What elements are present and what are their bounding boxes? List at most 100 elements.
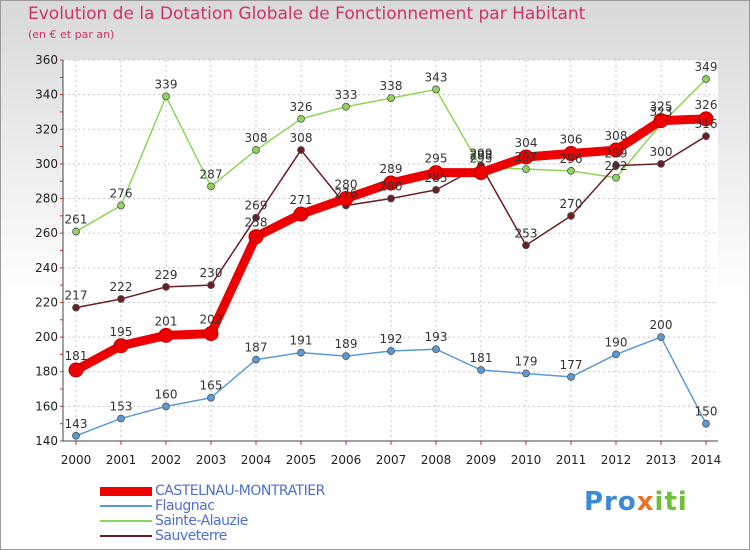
legend-label: Flaugnac <box>155 498 215 514</box>
axes: 140 160 180 200 220 240 260 280 300 320 340 360 2000… <box>35 53 721 467</box>
data-label: 297 <box>515 150 538 164</box>
data-label: 261 <box>65 212 88 226</box>
data-point <box>522 165 530 174</box>
data-label: 295 <box>425 152 448 166</box>
data-label: 165 <box>200 379 223 393</box>
data-point <box>567 211 575 220</box>
data-point <box>338 191 354 207</box>
data-label: 179 <box>515 354 538 368</box>
data-point <box>612 161 620 170</box>
x-tick-label: 2005 <box>286 453 317 467</box>
data-label: 323 <box>650 105 673 119</box>
data-label: 253 <box>515 226 538 240</box>
data-point <box>698 111 714 127</box>
data-point <box>702 419 710 428</box>
data-label: 153 <box>110 399 133 413</box>
data-point <box>387 347 395 355</box>
data-point <box>207 281 215 290</box>
data-point <box>612 173 620 182</box>
data-point <box>428 165 444 181</box>
legend-swatch <box>100 486 152 496</box>
data-label: 343 <box>425 70 448 84</box>
legend-swatch <box>100 505 152 507</box>
legend-swatch <box>100 520 152 522</box>
legend-label: CASTELNAU-MONTRATIER <box>155 483 325 499</box>
data-label: 187 <box>245 341 268 355</box>
y-tick-label: 340 <box>35 88 58 102</box>
data-label: 325 <box>650 100 673 114</box>
x-tick-label: 2001 <box>106 453 137 467</box>
y-tick-label: 280 <box>35 192 58 206</box>
data-point <box>522 241 530 250</box>
data-label: 270 <box>560 197 583 211</box>
data-point <box>657 333 665 341</box>
x-tick-label: 2012 <box>601 453 632 467</box>
data-label: 217 <box>65 289 88 303</box>
data-label: 230 <box>200 266 223 280</box>
data-label: 160 <box>155 387 178 401</box>
data-label: 202 <box>200 313 223 327</box>
series-lines <box>68 75 714 440</box>
data-point <box>653 113 669 129</box>
data-label: 271 <box>290 193 313 207</box>
data-point <box>563 146 579 162</box>
legend-label: Sainte-Alauzie <box>155 513 248 529</box>
data-label: 339 <box>155 77 178 91</box>
x-tick-label: 2006 <box>331 453 362 467</box>
x-tick-label: 2014 <box>691 453 722 467</box>
data-point <box>297 348 305 357</box>
data-label: 191 <box>290 334 313 348</box>
y-tick-label: 180 <box>35 365 58 379</box>
data-label: 276 <box>110 186 133 200</box>
data-label: 333 <box>335 88 358 102</box>
data-point <box>117 295 125 303</box>
y-tick-label: 300 <box>35 157 58 171</box>
data-label: 295 <box>470 152 493 166</box>
data-label: 222 <box>110 280 133 294</box>
x-tick-label: 2003 <box>196 453 227 467</box>
data-point <box>117 201 125 210</box>
data-label: 181 <box>65 349 88 363</box>
data-label: 201 <box>155 314 178 328</box>
data-point <box>518 149 534 165</box>
data-point <box>567 166 575 175</box>
data-label: 193 <box>425 330 448 344</box>
data-label: 292 <box>605 159 628 173</box>
data-point <box>162 92 170 101</box>
x-tick-label: 2010 <box>511 453 542 467</box>
data-point <box>293 206 309 222</box>
proxiti-logo: Proxiti <box>584 487 688 517</box>
data-point <box>297 146 305 154</box>
data-label: 229 <box>155 268 178 282</box>
data-point <box>72 303 80 312</box>
data-label: 258 <box>245 216 268 230</box>
data-point <box>432 345 440 354</box>
data-point <box>387 94 395 102</box>
data-point <box>383 175 399 191</box>
data-label: 181 <box>470 351 493 365</box>
y-tick-label: 240 <box>35 261 58 275</box>
data-point <box>162 282 170 291</box>
data-point <box>702 132 710 141</box>
data-label: 177 <box>560 358 583 372</box>
y-tick-label: 140 <box>35 434 58 448</box>
legend-label: Sauveterre <box>155 528 227 544</box>
data-label: 308 <box>245 131 268 145</box>
data-point <box>522 369 530 378</box>
x-tick-label: 2013 <box>646 453 677 467</box>
data-point <box>252 146 260 154</box>
data-point <box>248 229 264 245</box>
data-point <box>387 194 395 203</box>
data-point <box>612 350 620 359</box>
data-label: 299 <box>470 147 493 161</box>
data-label: 287 <box>200 167 223 181</box>
data-point <box>567 373 575 381</box>
data-label: 316 <box>695 117 718 131</box>
data-label: 306 <box>560 133 583 147</box>
data-label: 190 <box>605 335 628 349</box>
y-tick-label: 360 <box>35 53 58 67</box>
data-point <box>72 227 80 236</box>
legend-item: Sauveterre <box>100 529 400 544</box>
data-point <box>657 160 665 168</box>
data-point <box>203 326 219 342</box>
